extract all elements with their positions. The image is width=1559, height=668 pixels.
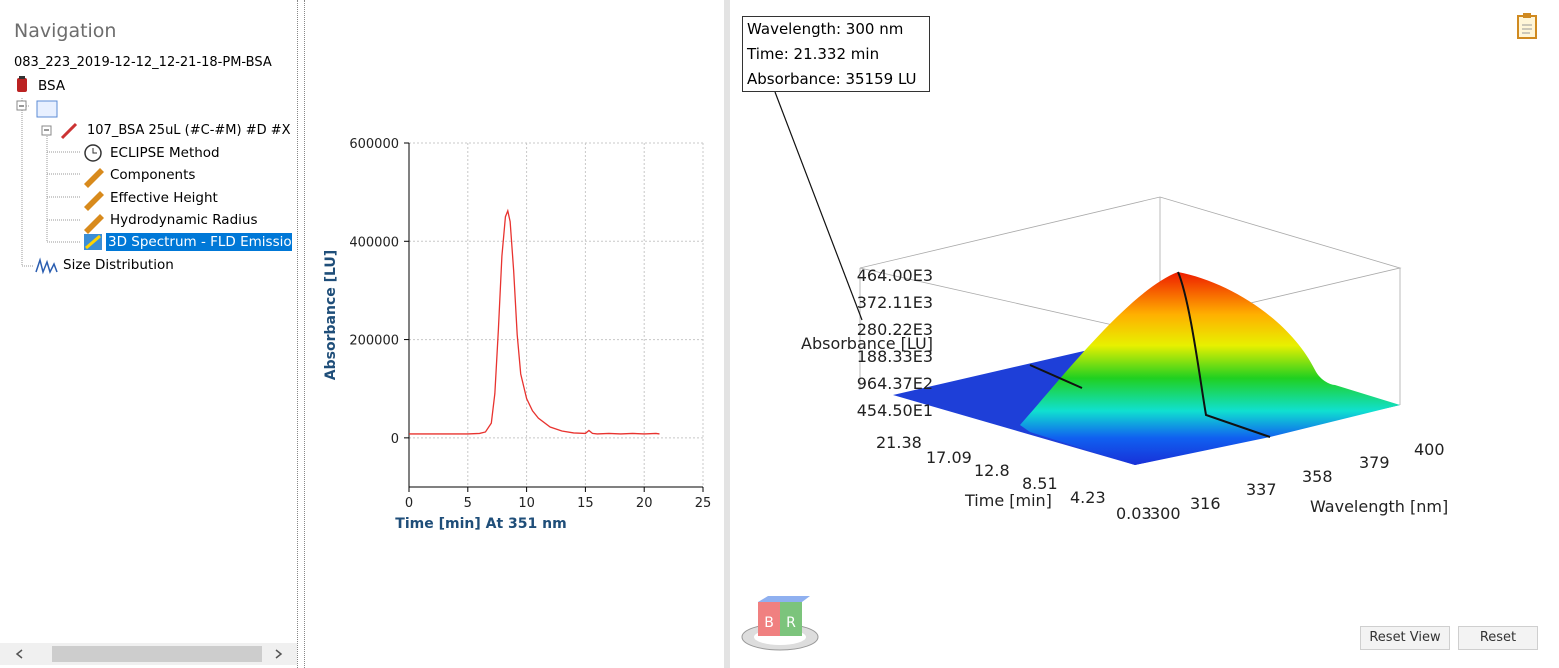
- time-tick-label: 12.8: [974, 461, 1010, 480]
- h-scrollbar[interactable]: [0, 643, 297, 665]
- cube-face-label: B: [764, 615, 774, 631]
- x-tick-label: 15: [577, 496, 594, 511]
- plot-area: [409, 143, 703, 487]
- x-axis-label: Time [min] At 351 nm: [395, 516, 566, 532]
- tooltip-line: Absorbance: 35159 LU: [747, 70, 917, 88]
- nav-title: Navigation: [14, 20, 117, 42]
- slice-line: [1177, 271, 1271, 438]
- z-tick-label: 464.00E3: [857, 266, 933, 285]
- splitter[interactable]: [297, 0, 305, 668]
- splitter[interactable]: [724, 0, 730, 668]
- tree-injection[interactable]: 107_BSA 25uL (#C-#M) #D #X: [87, 123, 291, 138]
- slice-line: [1029, 364, 1083, 389]
- y-tick-label: 400000: [349, 235, 399, 250]
- x-tick-label: 25: [695, 496, 712, 511]
- z-axis-label: Absorbance [LU]: [801, 334, 933, 353]
- wavelength-tick-label: 400: [1414, 440, 1445, 459]
- x-tick-label: 0: [405, 496, 413, 511]
- wavelength-tick-label: 316: [1190, 494, 1221, 513]
- tree-sample[interactable]: BSA: [38, 78, 66, 94]
- time-tick-label: 8.51: [1022, 474, 1058, 493]
- x-tick-label: 5: [464, 496, 472, 511]
- wavelength-tick-label: 300: [1150, 504, 1181, 523]
- clipboard-icon[interactable]: [1517, 13, 1537, 39]
- tree-effective-height[interactable]: Effective Height: [110, 190, 218, 206]
- wavelength-tick-label: 337: [1246, 480, 1277, 499]
- y-tick-label: 200000: [349, 334, 399, 349]
- tooltip: Wavelength: 300 nm Time: 21.332 min Abso…: [742, 16, 930, 92]
- time-tick-label: 4.23: [1070, 488, 1106, 507]
- tooltip-line: Wavelength: 300 nm: [747, 20, 904, 38]
- z-tick-label: 964.37E2: [857, 374, 933, 393]
- time-tick-label: 17.09: [926, 448, 972, 467]
- y-axis-label: Absorbance [LU]: [323, 250, 339, 380]
- x-tick-label: 20: [636, 496, 653, 511]
- tree-components[interactable]: Components: [110, 167, 196, 183]
- data-line: [409, 208, 660, 435]
- wavelength-tick-label: 358: [1302, 467, 1333, 486]
- spectrum-3d-view: 464.00E3 372.11E3 280.22E3 188.33E3 964.…: [741, 13, 1537, 651]
- z-tick-label: 280.22E3: [857, 320, 933, 339]
- surface-peak: [1020, 272, 1400, 465]
- tree-file[interactable]: 083_223_2019-12-12_12-21-18-PM-BSA: [14, 55, 272, 70]
- reset-view-button[interactable]: Reset View: [1360, 626, 1450, 650]
- wavelength-axis-label: Wavelength [nm]: [1310, 497, 1448, 516]
- view-cube[interactable]: B R: [741, 596, 819, 651]
- tree-size-distribution[interactable]: Size Distribution: [63, 257, 174, 273]
- chromatogram-chart: Time [min] At 351 nm Absorbance [LU] 0 20…: [323, 137, 712, 532]
- tree-lines: [16, 76, 104, 275]
- tooltip-leader: [774, 91, 863, 321]
- reset-button[interactable]: Reset: [1458, 626, 1538, 650]
- tooltip-line: Time: 21.332 min: [747, 45, 880, 63]
- tree-method[interactable]: ECLIPSE Method: [110, 145, 220, 161]
- tree-hydrodynamic-radius[interactable]: Hydrodynamic Radius: [110, 212, 258, 228]
- z-tick-label: 188.33E3: [857, 347, 933, 366]
- y-tick-label: 600000: [349, 137, 399, 152]
- time-tick-label: 21.38: [876, 433, 922, 452]
- tree-3d-spectrum[interactable]: 3D Spectrum - FLD Emissio: [106, 233, 292, 251]
- y-tick-label: 0: [391, 432, 399, 447]
- navigation-panel: Navigation 083_223_2019-12-12_12-21-18-P…: [0, 0, 297, 668]
- time-axis-label: Time [min]: [964, 491, 1052, 510]
- x-tick-label: 10: [518, 496, 535, 511]
- z-tick-label: 372.11E3: [857, 293, 933, 312]
- time-tick-label: 0.03: [1116, 504, 1152, 523]
- cube-face-label: R: [786, 615, 796, 631]
- wavelength-tick-label: 379: [1359, 453, 1390, 472]
- z-tick-label: 454.50E1: [857, 401, 933, 420]
